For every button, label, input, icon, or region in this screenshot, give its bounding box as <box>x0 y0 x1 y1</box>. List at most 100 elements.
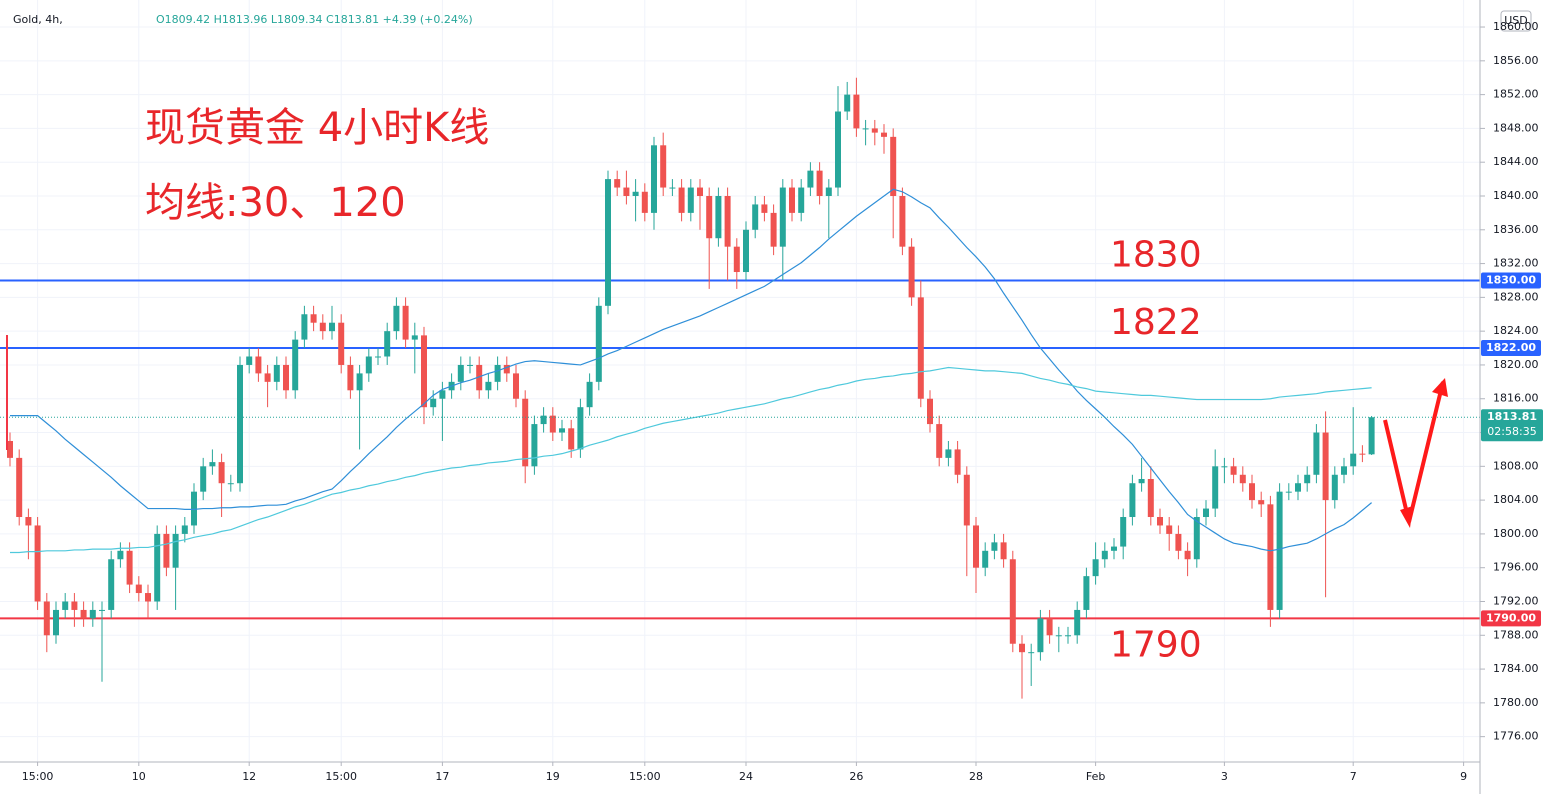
candle-body <box>163 533 170 568</box>
candle-body <box>494 364 501 382</box>
candle-body <box>154 533 161 602</box>
candle-body <box>586 381 593 408</box>
candle-body <box>1120 517 1127 547</box>
candle-body <box>577 407 584 450</box>
y-tick-label: 1836.00 <box>1493 223 1539 236</box>
candle-body <box>549 415 556 433</box>
candle-body <box>853 94 860 129</box>
candle-body <box>476 364 483 391</box>
y-tick-label: 1808.00 <box>1493 459 1539 472</box>
candle-body <box>384 331 391 357</box>
candle-body <box>651 145 657 213</box>
moving-average <box>10 188 1372 552</box>
candle-body <box>1331 474 1338 501</box>
level-tag <box>1481 610 1541 627</box>
candle-body <box>117 550 124 560</box>
candle-body <box>595 305 602 382</box>
level-tag-label: 1790.00 <box>1486 611 1536 624</box>
x-tick-label: 24 <box>739 770 753 783</box>
candle-body <box>329 322 335 332</box>
candle-body <box>292 339 299 391</box>
x-tick-label: Feb <box>1086 770 1105 783</box>
candle-body <box>135 584 142 594</box>
symbol: Gold, 4h, <box>13 13 63 26</box>
candle-body <box>1166 525 1173 534</box>
x-tick-label: 15:00 <box>325 770 357 783</box>
candle-body <box>393 305 400 332</box>
candle-body <box>807 170 814 188</box>
candle-body <box>936 424 943 458</box>
level-tag <box>1481 340 1541 357</box>
candle-body <box>881 132 887 137</box>
candle-body <box>1055 635 1062 637</box>
candle-body <box>540 415 547 425</box>
candle-body <box>347 364 354 391</box>
candle-body <box>1019 643 1025 653</box>
candle-body <box>319 322 326 332</box>
candle-body <box>862 128 869 130</box>
candle-body <box>503 364 510 374</box>
candle-body <box>1276 491 1283 610</box>
currency-box[interactable] <box>1500 10 1532 32</box>
candle-body <box>62 601 69 610</box>
candle-body <box>1267 504 1274 610</box>
y-tick-label: 1848.00 <box>1493 121 1539 134</box>
candle-body <box>301 314 308 340</box>
candle-body <box>1065 635 1071 637</box>
candle-body <box>227 483 234 485</box>
candle-body <box>678 187 685 213</box>
candle-body <box>568 428 575 450</box>
candle-body <box>1359 453 1366 455</box>
candle-body <box>908 246 915 298</box>
candle-body <box>1175 533 1182 551</box>
candle-body <box>89 609 96 619</box>
candle-body <box>531 424 538 467</box>
y-tick-label: 1804.00 <box>1493 493 1539 506</box>
candle-body <box>605 179 611 306</box>
x-tick-label: 7 <box>1350 770 1357 783</box>
candle-body <box>761 204 768 213</box>
candle-body <box>954 449 961 475</box>
candle-body <box>218 462 225 484</box>
candle-body <box>669 187 676 189</box>
arrow <box>1383 381 1445 523</box>
candle-body <box>34 525 41 602</box>
y-tick-label: 1796.00 <box>1493 561 1539 574</box>
y-tick-label: 1780.00 <box>1493 696 1539 709</box>
candle-body <box>375 356 381 358</box>
y-tick-label: 1824.00 <box>1493 324 1539 337</box>
y-tick-label: 1856.00 <box>1493 54 1539 67</box>
candle-body <box>789 187 795 213</box>
candle-body <box>632 191 639 196</box>
candle-body <box>1230 466 1237 475</box>
candle-body <box>365 356 372 374</box>
candle-body <box>1258 500 1265 505</box>
candle-body <box>209 462 216 467</box>
candle-body <box>559 428 565 433</box>
last-price-label: 1813.81 <box>1487 410 1537 423</box>
level-annotation: 1822 <box>1110 302 1202 343</box>
candle-body <box>1092 559 1099 577</box>
candle-body <box>917 297 924 399</box>
y-tick-label: 1784.00 <box>1493 662 1539 675</box>
x-tick-label: 3 <box>1221 770 1228 783</box>
candle-body <box>1341 466 1347 475</box>
candle-body <box>1000 542 1007 560</box>
candle-body <box>457 364 464 382</box>
candle-body <box>80 609 87 619</box>
candle-body <box>623 187 630 196</box>
candle-body <box>43 601 50 636</box>
candle-body <box>191 491 197 526</box>
candle-body <box>1193 517 1200 560</box>
candle-body <box>890 136 897 196</box>
candle-body <box>770 212 777 247</box>
candle-body <box>1111 546 1117 551</box>
candle-body <box>246 356 253 365</box>
y-tick-label: 1828.00 <box>1493 290 1539 303</box>
candle-body <box>1009 559 1016 644</box>
candle-body <box>1083 576 1090 610</box>
candle-body <box>255 356 262 374</box>
y-tick-label: 1852.00 <box>1493 88 1539 101</box>
candle-body <box>706 195 713 239</box>
